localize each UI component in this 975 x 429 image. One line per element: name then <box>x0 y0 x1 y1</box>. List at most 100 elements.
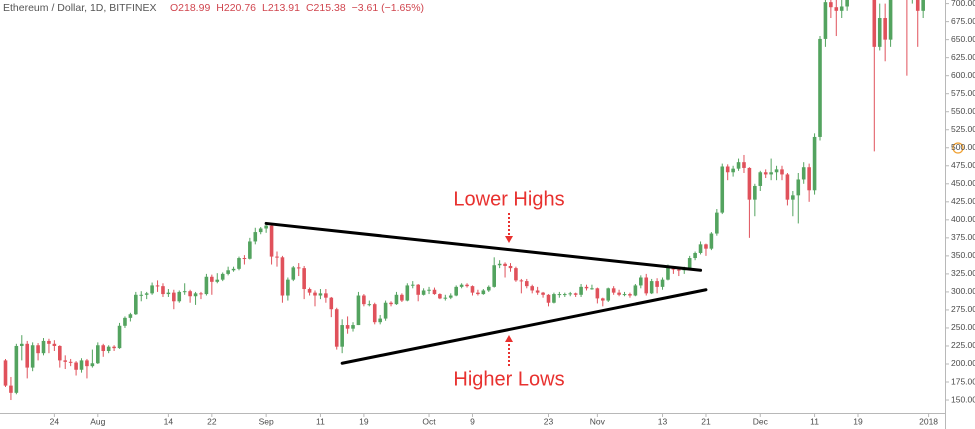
candle-body <box>96 345 100 364</box>
candle-body <box>318 293 323 296</box>
candle-body <box>128 314 133 318</box>
candle-body <box>199 293 203 295</box>
chart-title: Ethereum / Dollar, 1D, BITFINEX <box>3 2 156 14</box>
candle-body <box>649 281 654 294</box>
candle-body <box>845 0 849 7</box>
candle-body <box>915 0 920 11</box>
annotation: Lower Highs <box>453 188 564 210</box>
candle-body <box>248 241 252 259</box>
annotation-arrowhead <box>505 335 513 342</box>
ohlc-value: C215.38 <box>306 2 346 14</box>
candle-body <box>204 276 209 295</box>
candle-body <box>334 309 339 347</box>
y-tick-label: 150.00 <box>951 394 975 404</box>
candle-body <box>834 7 839 11</box>
candle-body <box>655 281 659 287</box>
candle-body <box>622 294 627 296</box>
annotation: Higher Lows <box>453 368 564 390</box>
candle-body <box>801 167 806 180</box>
candle-body <box>715 212 719 234</box>
candle-body <box>693 252 697 259</box>
candle-body <box>465 284 469 287</box>
candle-body <box>19 343 24 346</box>
candle-body <box>383 302 388 319</box>
x-tick-label: 9 <box>470 416 475 426</box>
x-tick-label: 14 <box>164 416 174 426</box>
candle-body <box>340 325 344 347</box>
candle-body <box>617 292 621 295</box>
candle-body <box>68 361 73 363</box>
candle-body <box>166 292 171 295</box>
candle-body <box>215 279 220 282</box>
candle-body <box>812 136 817 191</box>
candle-body <box>709 233 714 249</box>
y-tick-label: 350.00 <box>951 250 975 260</box>
y-tick-label: 600.00 <box>951 70 975 80</box>
candle-body <box>410 284 415 286</box>
candle-body <box>41 340 46 354</box>
candle-body <box>470 286 475 293</box>
y-tick-label: 650.00 <box>951 34 975 44</box>
candle-body <box>601 298 605 301</box>
candle-body <box>291 267 296 280</box>
candle-body <box>394 294 399 305</box>
clock-icon[interactable] <box>952 142 964 154</box>
candle-body <box>161 286 165 295</box>
candle-body <box>210 276 214 282</box>
candle-body <box>237 258 241 269</box>
x-tick-label: 23 <box>544 416 554 426</box>
candle-body <box>595 288 600 299</box>
candle-body <box>351 325 355 329</box>
candle-body <box>177 291 182 302</box>
candle-body <box>63 360 68 362</box>
candle-body <box>36 345 40 354</box>
x-tick-label: 2018 <box>919 416 938 426</box>
candle-body <box>123 317 127 326</box>
y-tick-label: 275.00 <box>951 304 975 314</box>
candle-body <box>780 169 784 175</box>
candle-body <box>579 286 583 295</box>
candle-body <box>117 325 122 349</box>
candle-body <box>438 294 442 299</box>
candle-body <box>687 258 692 269</box>
y-tick-label: 575.00 <box>951 88 975 98</box>
candle-body <box>264 225 268 229</box>
y-tick-label: 450.00 <box>951 178 975 188</box>
candle-body <box>628 294 632 296</box>
candle-body <box>807 167 811 191</box>
y-tick-label: 175.00 <box>951 376 975 386</box>
candle-body <box>52 343 57 346</box>
candle-body <box>639 277 643 286</box>
y-tick-label: 250.00 <box>951 322 975 332</box>
candle-body <box>432 289 437 295</box>
candle-body <box>231 268 236 271</box>
candle-body <box>535 290 540 293</box>
candle-body <box>530 286 535 291</box>
trendline <box>340 288 708 365</box>
candle-body <box>677 269 681 271</box>
candle-body <box>486 286 491 291</box>
candle-body <box>302 268 306 290</box>
candle-body <box>584 286 589 289</box>
candle-body <box>481 290 486 295</box>
candle-body <box>416 284 420 295</box>
candle-body <box>823 2 828 39</box>
candle-body <box>888 0 893 40</box>
y-tick-label: 300.00 <box>951 286 975 296</box>
candle-body <box>269 225 274 257</box>
candle-body <box>747 167 752 200</box>
plot-area <box>3 0 925 401</box>
candle-body <box>839 6 844 11</box>
candle-body <box>313 292 317 296</box>
x-tick-label: Dec <box>753 416 769 426</box>
candle-body <box>497 263 502 266</box>
candle-body <box>818 38 822 137</box>
y-tick-label: 525.00 <box>951 124 975 134</box>
candle-body <box>329 297 334 310</box>
y-tick-label: 375.00 <box>951 232 975 242</box>
x-tick-label: Sep <box>259 416 274 426</box>
candle-body <box>362 295 366 305</box>
candle-body <box>611 288 616 293</box>
